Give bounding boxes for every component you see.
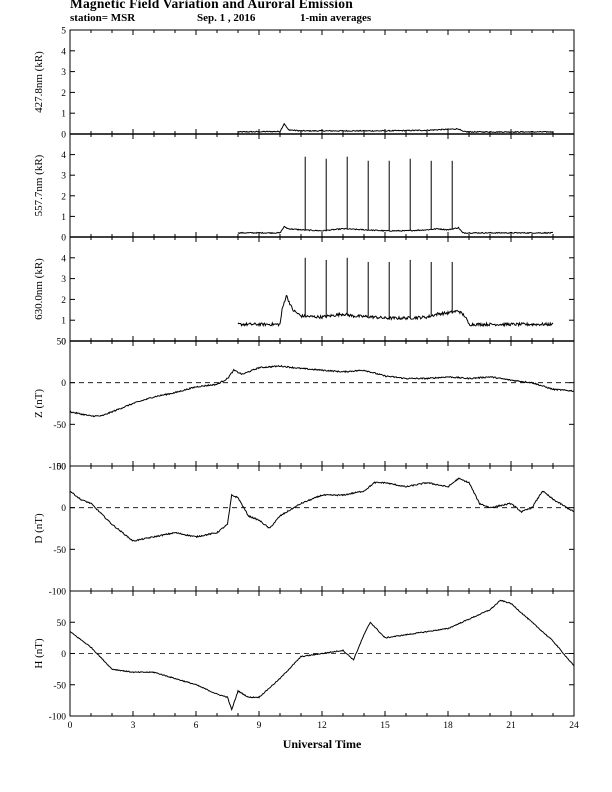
y-tick-label: 0 bbox=[61, 504, 66, 514]
y-tick-label: 2 bbox=[61, 296, 66, 306]
x-tick-label: 24 bbox=[569, 721, 579, 731]
y-tick-label: 0 bbox=[61, 131, 66, 141]
y-tick-label: 5 bbox=[61, 27, 66, 37]
x-tick-label: 3 bbox=[131, 721, 136, 731]
averaging-label: 1-min averages bbox=[300, 12, 372, 24]
y-tick-label: 0 bbox=[61, 338, 66, 348]
y-tick-label: 0 bbox=[61, 234, 66, 244]
x-tick-label: 21 bbox=[506, 721, 516, 731]
y-tick-label: -100 bbox=[49, 588, 67, 598]
x-tick-label: 18 bbox=[443, 721, 453, 731]
y-axis-label: 630.0nm (kR) bbox=[33, 258, 45, 320]
y-tick-label: 0 bbox=[61, 379, 66, 389]
series-line bbox=[237, 225, 554, 235]
station-label: station= MSR bbox=[70, 12, 136, 24]
y-tick-label: 1 bbox=[61, 110, 66, 120]
y-tick-label: 1 bbox=[61, 213, 66, 223]
series-line bbox=[69, 599, 575, 712]
y-tick-label: 50 bbox=[57, 338, 67, 348]
panel-frame bbox=[69, 465, 575, 592]
y-tick-label: -100 bbox=[49, 713, 67, 723]
y-tick-label: -50 bbox=[53, 681, 66, 691]
y-tick-label: 4 bbox=[61, 47, 66, 57]
chart-title: Magnetic Field Variation and Auroral Emi… bbox=[70, 0, 353, 11]
y-tick-label: 3 bbox=[61, 172, 66, 182]
panel-frame bbox=[69, 29, 575, 135]
y-tick-label: 4 bbox=[61, 254, 66, 264]
x-axis-label: Universal Time bbox=[283, 737, 362, 751]
x-tick-label: 15 bbox=[380, 721, 390, 731]
y-tick-label: 50 bbox=[57, 619, 67, 629]
y-tick-label: -50 bbox=[53, 546, 66, 556]
panel-frame bbox=[69, 133, 575, 238]
y-tick-label: 0 bbox=[61, 650, 66, 660]
x-tick-label: 0 bbox=[68, 721, 73, 731]
x-tick-label: 12 bbox=[317, 721, 327, 731]
y-axis-label: D (nT) bbox=[33, 513, 45, 544]
series-line bbox=[69, 477, 575, 542]
y-axis-label: Z (nT) bbox=[33, 389, 45, 418]
y-tick-label: 4 bbox=[61, 151, 66, 161]
y-tick-label: 3 bbox=[61, 68, 66, 78]
y-tick-label: -50 bbox=[53, 421, 66, 431]
series-line bbox=[69, 364, 575, 418]
y-axis-label: 427.8nm (kR) bbox=[33, 51, 45, 113]
y-tick-label: 1 bbox=[61, 317, 66, 327]
series-line bbox=[237, 122, 554, 134]
date-label: Sep. 1 , 2016 bbox=[197, 12, 256, 24]
y-tick-label: 2 bbox=[61, 89, 66, 99]
panel-frame bbox=[69, 340, 575, 467]
y-tick-label: 2 bbox=[61, 192, 66, 202]
y-tick-label: 50 bbox=[57, 463, 67, 473]
y-tick-label: 3 bbox=[61, 275, 66, 285]
x-tick-label: 6 bbox=[194, 721, 199, 731]
y-axis-label: 557.7nm (kR) bbox=[33, 154, 45, 216]
series-line bbox=[237, 294, 554, 328]
y-tick-label: -100 bbox=[49, 463, 67, 473]
y-axis-label: H (nT) bbox=[33, 638, 45, 669]
x-tick-label: 9 bbox=[257, 721, 262, 731]
